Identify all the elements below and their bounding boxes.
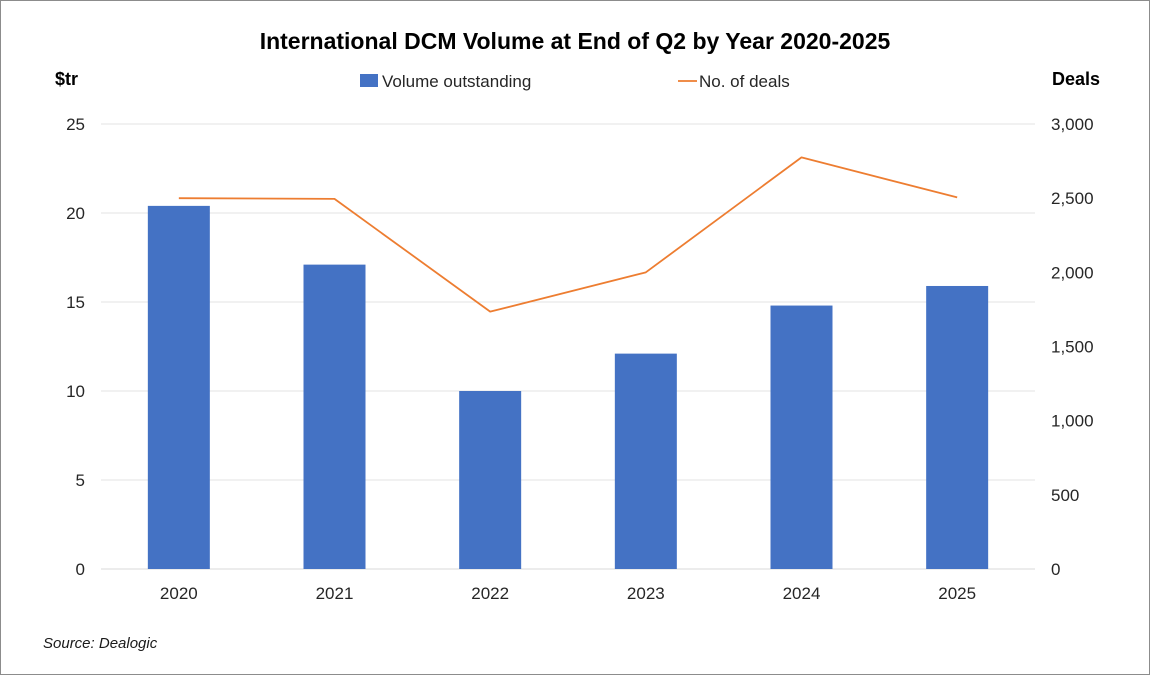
bar-volume-2020 bbox=[147, 205, 210, 569]
left-axis-tick-label: 0 bbox=[76, 560, 85, 579]
bar-volume-2025 bbox=[926, 285, 989, 569]
left-axis-tick-label: 15 bbox=[66, 293, 85, 312]
x-axis-tick-label: 2021 bbox=[316, 584, 354, 603]
bar-volume-2024 bbox=[770, 305, 833, 569]
right-axis-tick-label: 2,000 bbox=[1051, 263, 1094, 282]
legend-label-volume: Volume outstanding bbox=[382, 72, 531, 91]
x-axis-tick-label: 2020 bbox=[160, 584, 198, 603]
bar-volume-2021 bbox=[303, 264, 366, 569]
source-note: Source: Dealogic bbox=[43, 635, 158, 652]
right-axis-tick-label: 500 bbox=[1051, 486, 1079, 505]
left-axis-label: $tr bbox=[55, 69, 78, 89]
left-axis-tick-label: 10 bbox=[66, 382, 85, 401]
bar-series bbox=[147, 205, 989, 569]
line-series bbox=[178, 156, 958, 313]
line-deals bbox=[178, 156, 958, 313]
legend-label-deals: No. of deals bbox=[699, 72, 790, 91]
left-axis-tick-label: 5 bbox=[76, 471, 85, 490]
legend-swatch-volume bbox=[360, 74, 378, 87]
right-axis-ticks: 0 500 1,000 1,500 2,000 2,500 3,000 bbox=[1051, 115, 1094, 579]
x-axis-tick-label: 2023 bbox=[627, 584, 665, 603]
bar-volume-2022 bbox=[459, 391, 522, 569]
right-axis-tick-label: 2,500 bbox=[1051, 189, 1094, 208]
x-axis-tick-label: 2025 bbox=[938, 584, 976, 603]
gridlines bbox=[101, 123, 1035, 570]
left-axis-tick-label: 20 bbox=[66, 204, 85, 223]
x-axis-ticks: 2020 2021 2022 2023 2024 2025 bbox=[160, 584, 976, 603]
x-axis-tick-label: 2024 bbox=[783, 584, 821, 603]
right-axis-tick-label: 0 bbox=[1051, 560, 1060, 579]
right-axis-label: Deals bbox=[1052, 69, 1100, 89]
left-axis-ticks: 0 5 10 15 20 25 bbox=[66, 115, 85, 579]
right-axis-tick-label: 1,500 bbox=[1051, 338, 1094, 357]
chart-title: International DCM Volume at End of Q2 by… bbox=[260, 28, 891, 54]
right-axis-tick-label: 3,000 bbox=[1051, 115, 1094, 134]
left-axis-tick-label: 25 bbox=[66, 115, 85, 134]
x-axis-tick-label: 2022 bbox=[471, 584, 509, 603]
bar-volume-2023 bbox=[614, 353, 677, 569]
right-axis-tick-label: 1,000 bbox=[1051, 412, 1094, 431]
